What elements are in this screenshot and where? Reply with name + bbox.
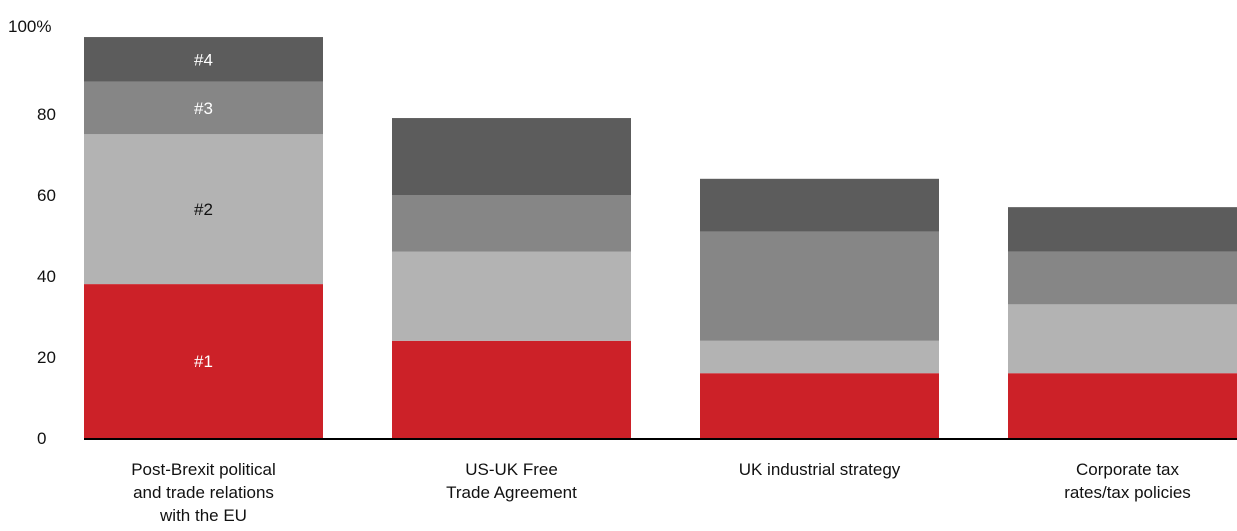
bar-segment-1-series-4 — [84, 37, 323, 82]
category-labels: Post-Brexit political and trade relations… — [131, 460, 1191, 525]
bar-segment-1-series-2 — [84, 134, 323, 285]
segment-label-series-2: #2 — [194, 200, 213, 219]
category-label-line: Trade Agreement — [446, 483, 577, 502]
segment-label-series-4: #4 — [194, 50, 213, 69]
bar-segments — [84, 37, 1237, 438]
category-label-line: Corporate tax — [1076, 460, 1179, 479]
bar-segment-3-series-4 — [700, 178, 939, 232]
segment-label-series-3: #3 — [194, 99, 213, 118]
bar-segment-4-series-1 — [1008, 373, 1237, 438]
category-label-2: US-UK Free Trade Agreement — [446, 460, 577, 502]
bar-segment-2-series-3 — [392, 195, 631, 252]
category-label-line: Post-Brexit political — [131, 460, 276, 479]
bar-segment-3-series-2 — [700, 340, 939, 374]
bar-segment-4-series-3 — [1008, 251, 1237, 305]
y-tick-label: 80 — [37, 105, 56, 124]
category-label-line: with the EU — [159, 506, 247, 525]
segment-label-series-1: #1 — [194, 352, 213, 371]
category-label-line: and trade relations — [133, 483, 274, 502]
segment-labels: #1 #2 #3 #4 — [194, 50, 213, 371]
bar-segment-4-series-4 — [1008, 207, 1237, 252]
bar-segment-1-series-1 — [84, 284, 323, 438]
bar-segment-2-series-2 — [392, 251, 631, 341]
y-tick-label: 20 — [37, 348, 56, 367]
y-tick-label: 100% — [8, 17, 51, 36]
bar-segment-2-series-1 — [392, 340, 631, 438]
bar-segment-4-series-2 — [1008, 304, 1237, 374]
category-label-line: UK industrial strategy — [739, 460, 901, 479]
y-tick-label: 60 — [37, 186, 56, 205]
bar-segment-3-series-3 — [700, 231, 939, 341]
bar-segment-1-series-3 — [84, 81, 323, 135]
bar-segment-2-series-4 — [392, 118, 631, 195]
category-label-line: US-UK Free — [465, 460, 558, 479]
y-tick-labels: 0 20 40 60 80 100% — [8, 17, 56, 448]
category-label-4: Corporate tax rates/tax policies — [1064, 460, 1191, 502]
category-label-1: Post-Brexit political and trade relations… — [131, 460, 276, 525]
bar-segment-3-series-1 — [700, 373, 939, 438]
category-label-line: rates/tax policies — [1064, 483, 1191, 502]
category-label-3: UK industrial strategy — [739, 460, 901, 479]
y-tick-label: 40 — [37, 267, 56, 286]
y-tick-label: 0 — [37, 429, 46, 448]
